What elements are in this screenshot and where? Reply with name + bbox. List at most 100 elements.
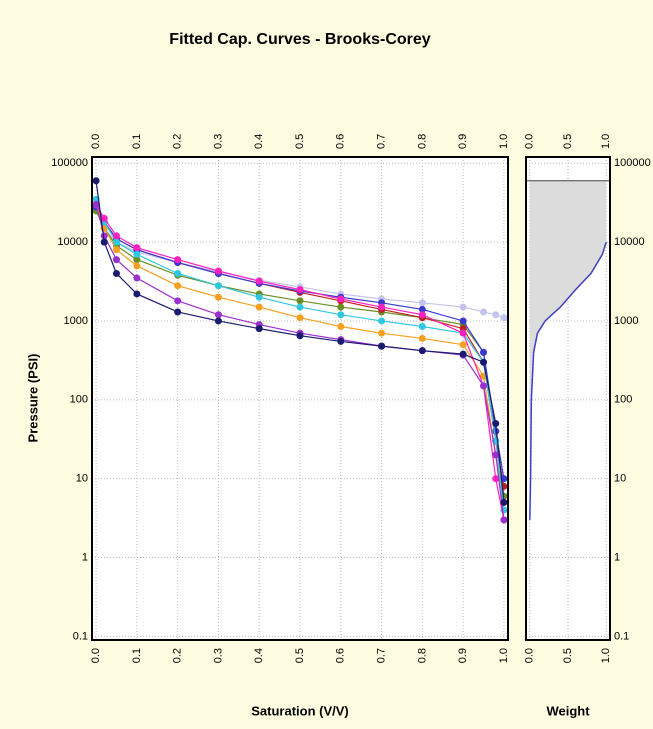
data-point <box>133 274 141 282</box>
data-point <box>112 269 120 277</box>
data-point <box>214 293 222 301</box>
x-tick-label: 0.0 <box>90 648 102 663</box>
data-point <box>255 303 263 311</box>
y-tick-label: 10 <box>76 473 88 485</box>
data-point <box>174 256 182 264</box>
data-point <box>100 238 108 246</box>
data-point <box>214 317 222 325</box>
data-point <box>500 314 508 322</box>
data-point <box>418 323 426 331</box>
data-point <box>296 332 304 340</box>
x-tick-label: 0.0 <box>524 134 536 149</box>
data-point <box>133 256 141 264</box>
data-point <box>255 277 263 285</box>
x-tick-label: 0.2 <box>172 648 184 663</box>
data-point <box>500 498 508 506</box>
y-tick-label: 1000 <box>614 315 638 327</box>
data-point <box>480 308 488 316</box>
data-point <box>492 420 500 428</box>
y-tick-label: 10 <box>614 473 626 485</box>
data-point <box>418 311 426 319</box>
data-point <box>174 297 182 305</box>
data-point <box>296 286 304 294</box>
data-point <box>378 317 386 325</box>
data-point <box>459 341 467 349</box>
data-point <box>133 262 141 270</box>
x-tick-label: 0.5 <box>562 648 574 663</box>
data-point <box>500 516 508 524</box>
y-axis-label: Pressure (PSI) <box>25 354 40 443</box>
x-tick-label: 0.7 <box>375 134 387 149</box>
data-point <box>112 232 120 240</box>
x-tick-label: 0.6 <box>335 648 347 663</box>
data-point <box>337 303 345 311</box>
data-point <box>133 290 141 298</box>
data-point <box>112 238 120 246</box>
data-point <box>174 308 182 316</box>
data-point <box>337 337 345 345</box>
data-point <box>418 334 426 342</box>
data-point <box>459 317 467 325</box>
data-point <box>296 314 304 322</box>
x-tick-label: 1.0 <box>600 134 612 149</box>
y-tick-label: 1 <box>82 551 88 563</box>
x-tick-label: 0.7 <box>375 648 387 663</box>
x-tick-label: 0.2 <box>172 134 184 149</box>
data-point <box>337 323 345 331</box>
x-tick-label: 0.0 <box>90 134 102 149</box>
x-tick-label: 0.3 <box>212 134 224 149</box>
x-tick-label: 0.6 <box>335 134 347 149</box>
x-tick-label: 1.0 <box>498 134 510 149</box>
x-tick-label: 0.8 <box>416 648 428 663</box>
data-point <box>100 214 108 222</box>
plot-frame <box>91 156 509 641</box>
data-point <box>133 244 141 252</box>
x-tick-label: 0.4 <box>253 648 265 663</box>
y-tick-label: 10000 <box>614 236 645 248</box>
x-tick-label: 0.3 <box>212 648 224 663</box>
data-point <box>174 282 182 290</box>
data-point <box>459 329 467 337</box>
data-point <box>112 246 120 254</box>
x-tick-label: 1.0 <box>498 648 510 663</box>
y-tick-label: 100 <box>70 394 88 406</box>
x-axis-label: Weight <box>546 703 590 718</box>
data-point <box>492 475 500 483</box>
data-point <box>296 297 304 305</box>
y-tick-label: 1000 <box>64 315 88 327</box>
x-axis-label: Saturation (V/V) <box>251 703 349 718</box>
y-tick-label: 0.1 <box>73 630 88 642</box>
data-point <box>296 303 304 311</box>
x-tick-label: 0.1 <box>131 648 143 663</box>
data-point <box>459 350 467 358</box>
data-point <box>480 348 488 356</box>
plot-frame <box>525 156 611 641</box>
data-point <box>255 325 263 333</box>
data-point <box>418 305 426 313</box>
data-point <box>214 282 222 290</box>
data-point <box>214 311 222 319</box>
data-point <box>100 232 108 240</box>
x-tick-label: 0.8 <box>416 134 428 149</box>
y-tick-label: 1 <box>614 551 620 563</box>
data-point <box>459 303 467 311</box>
weight-area <box>529 180 607 520</box>
weight-curve <box>529 241 607 520</box>
data-point <box>492 451 500 459</box>
data-point <box>418 299 426 307</box>
data-point <box>378 303 386 311</box>
data-point <box>418 347 426 355</box>
x-tick-label: 0.5 <box>294 648 306 663</box>
y-tick-label: 0.1 <box>614 630 629 642</box>
x-tick-label: 0.1 <box>131 134 143 149</box>
data-point <box>378 329 386 337</box>
x-tick-label: 0.9 <box>457 134 469 149</box>
data-point <box>92 200 100 208</box>
chart-title: Fitted Cap. Curves - Brooks-Corey <box>169 31 430 48</box>
y-tick-label: 100 <box>614 394 632 406</box>
data-point <box>337 295 345 303</box>
data-point <box>492 311 500 319</box>
data-point <box>133 250 141 258</box>
x-tick-label: 0.5 <box>294 134 306 149</box>
